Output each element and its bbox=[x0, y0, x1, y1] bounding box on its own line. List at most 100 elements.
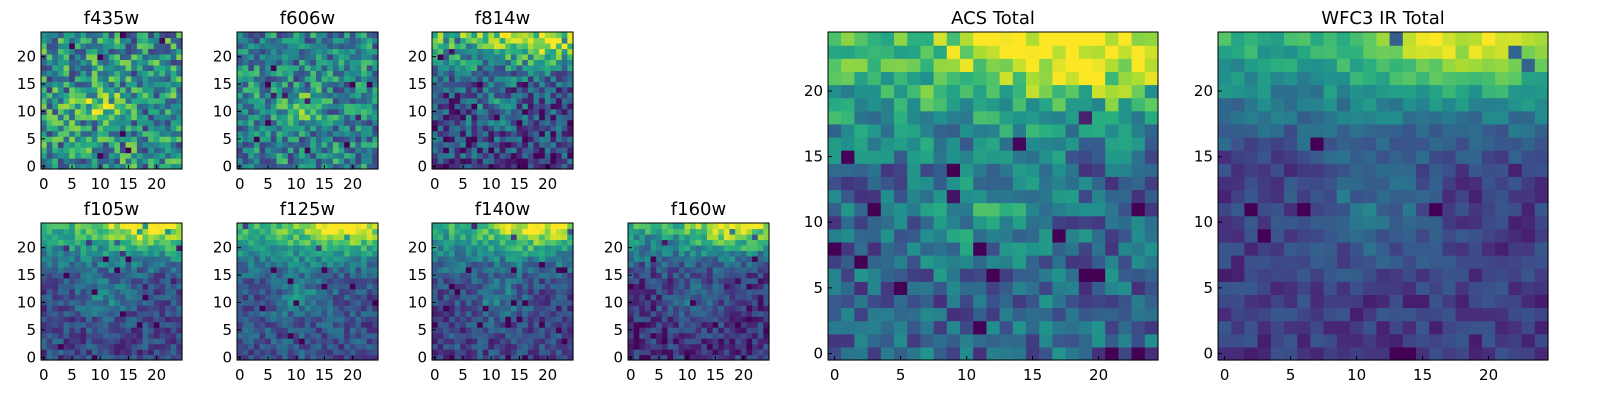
heatmap-cell bbox=[97, 158, 104, 165]
heatmap-cell bbox=[494, 332, 501, 339]
heatmap-cell bbox=[63, 316, 70, 323]
heatmap-cell bbox=[153, 141, 161, 148]
heatmap-cell bbox=[471, 255, 478, 262]
heatmap-cell bbox=[366, 108, 373, 115]
heatmap-cell bbox=[505, 338, 512, 345]
heatmap-cell bbox=[432, 349, 439, 356]
heatmap-cell bbox=[667, 250, 674, 257]
heatmap-cell bbox=[437, 114, 444, 121]
heatmap-cell bbox=[361, 277, 368, 284]
heatmap-cell bbox=[310, 108, 317, 115]
heatmap-cell bbox=[315, 261, 323, 268]
heatmap-cell bbox=[465, 152, 473, 159]
heatmap-cell bbox=[505, 92, 512, 99]
heatmap-cell bbox=[315, 244, 323, 251]
heatmap-cell bbox=[561, 272, 568, 279]
heatmap-cell bbox=[148, 288, 155, 295]
heatmap-cell bbox=[986, 320, 1001, 335]
heatmap-cell bbox=[841, 268, 855, 282]
heatmap-cell bbox=[253, 125, 261, 132]
heatmap-cell bbox=[567, 70, 574, 77]
heatmap-cell bbox=[86, 327, 93, 334]
heatmap-cell bbox=[460, 343, 467, 350]
heatmap-cell bbox=[276, 327, 283, 334]
heatmap-cell bbox=[550, 228, 557, 235]
heatmap-cell bbox=[544, 125, 552, 132]
heatmap-cell bbox=[86, 119, 93, 126]
panel-title: f435w bbox=[84, 8, 139, 29]
heatmap-cell bbox=[867, 294, 882, 309]
heatmap-cell bbox=[539, 64, 546, 71]
heatmap-cell bbox=[97, 343, 104, 350]
heatmap-cell bbox=[355, 163, 362, 170]
heatmap-cell bbox=[499, 86, 506, 93]
heatmap-cell bbox=[148, 119, 155, 126]
heatmap-cell bbox=[488, 233, 495, 241]
heatmap-cell bbox=[454, 59, 461, 66]
heatmap-cell bbox=[494, 272, 501, 279]
x-tick-label: 10 bbox=[91, 366, 110, 384]
heatmap-cell bbox=[471, 92, 478, 99]
heatmap-cell bbox=[176, 354, 183, 361]
heatmap-cell bbox=[321, 239, 328, 246]
heatmap-cell bbox=[667, 338, 674, 345]
heatmap-cell bbox=[539, 354, 546, 361]
heatmap-cell bbox=[148, 59, 155, 66]
heatmap-cell bbox=[259, 338, 266, 345]
heatmap-cell bbox=[332, 288, 340, 295]
heatmap-cell bbox=[567, 130, 574, 137]
heatmap-cell bbox=[148, 130, 155, 137]
heatmap-cell bbox=[701, 327, 708, 334]
heatmap-cell bbox=[327, 125, 334, 132]
heatmap-cell bbox=[52, 70, 59, 77]
heatmap-cell bbox=[103, 250, 110, 257]
heatmap-cell bbox=[746, 250, 753, 257]
heatmap-cell bbox=[920, 320, 935, 335]
heatmap-cell bbox=[265, 59, 272, 66]
heatmap-cell bbox=[522, 37, 529, 44]
heatmap-cell bbox=[310, 48, 317, 55]
heatmap-cell bbox=[550, 147, 557, 154]
heatmap-cell bbox=[1105, 241, 1119, 256]
heatmap-cell bbox=[315, 81, 323, 88]
heatmap-cell bbox=[644, 223, 652, 230]
heatmap-cell bbox=[488, 321, 495, 328]
heatmap-cell bbox=[338, 92, 345, 99]
heatmap-cell bbox=[1039, 307, 1053, 322]
y-tick-label: 10 bbox=[213, 102, 232, 120]
heatmap-cell bbox=[270, 103, 278, 110]
heatmap-cell bbox=[986, 150, 1001, 164]
heatmap-cell bbox=[477, 261, 484, 268]
heatmap-cell bbox=[667, 305, 674, 312]
heatmap-cell bbox=[522, 288, 529, 295]
heatmap-cell bbox=[361, 255, 368, 262]
y-tick-label: 0 bbox=[26, 348, 36, 366]
heatmap-cell bbox=[248, 97, 255, 104]
heatmap-cell bbox=[701, 272, 708, 279]
heatmap-cell bbox=[628, 255, 635, 262]
heatmap-cell bbox=[432, 283, 439, 290]
heatmap-cell bbox=[80, 255, 87, 262]
heatmap-cell bbox=[355, 81, 362, 88]
heatmap-cell bbox=[119, 228, 127, 235]
heatmap-cell bbox=[361, 228, 368, 235]
heatmap-cell bbox=[315, 299, 323, 306]
heatmap-cell bbox=[248, 223, 255, 230]
heatmap-cell bbox=[69, 147, 76, 154]
heatmap-cell bbox=[527, 299, 535, 306]
heatmap-cell bbox=[465, 349, 473, 356]
heatmap-cell bbox=[91, 32, 98, 39]
heatmap-cell bbox=[299, 37, 306, 44]
heatmap-cell bbox=[63, 294, 70, 301]
heatmap-cell bbox=[1065, 123, 1080, 138]
heatmap-cell bbox=[1131, 136, 1146, 151]
heatmap-cell bbox=[86, 92, 93, 99]
heatmap-cell bbox=[650, 239, 657, 246]
heatmap-cell bbox=[327, 261, 334, 268]
heatmap-cell bbox=[527, 97, 535, 104]
heatmap-cell bbox=[567, 244, 574, 251]
heatmap-cell bbox=[432, 59, 439, 66]
heatmap-cell bbox=[293, 239, 300, 246]
heatmap-cell bbox=[661, 316, 669, 323]
heatmap-cell bbox=[494, 327, 501, 334]
